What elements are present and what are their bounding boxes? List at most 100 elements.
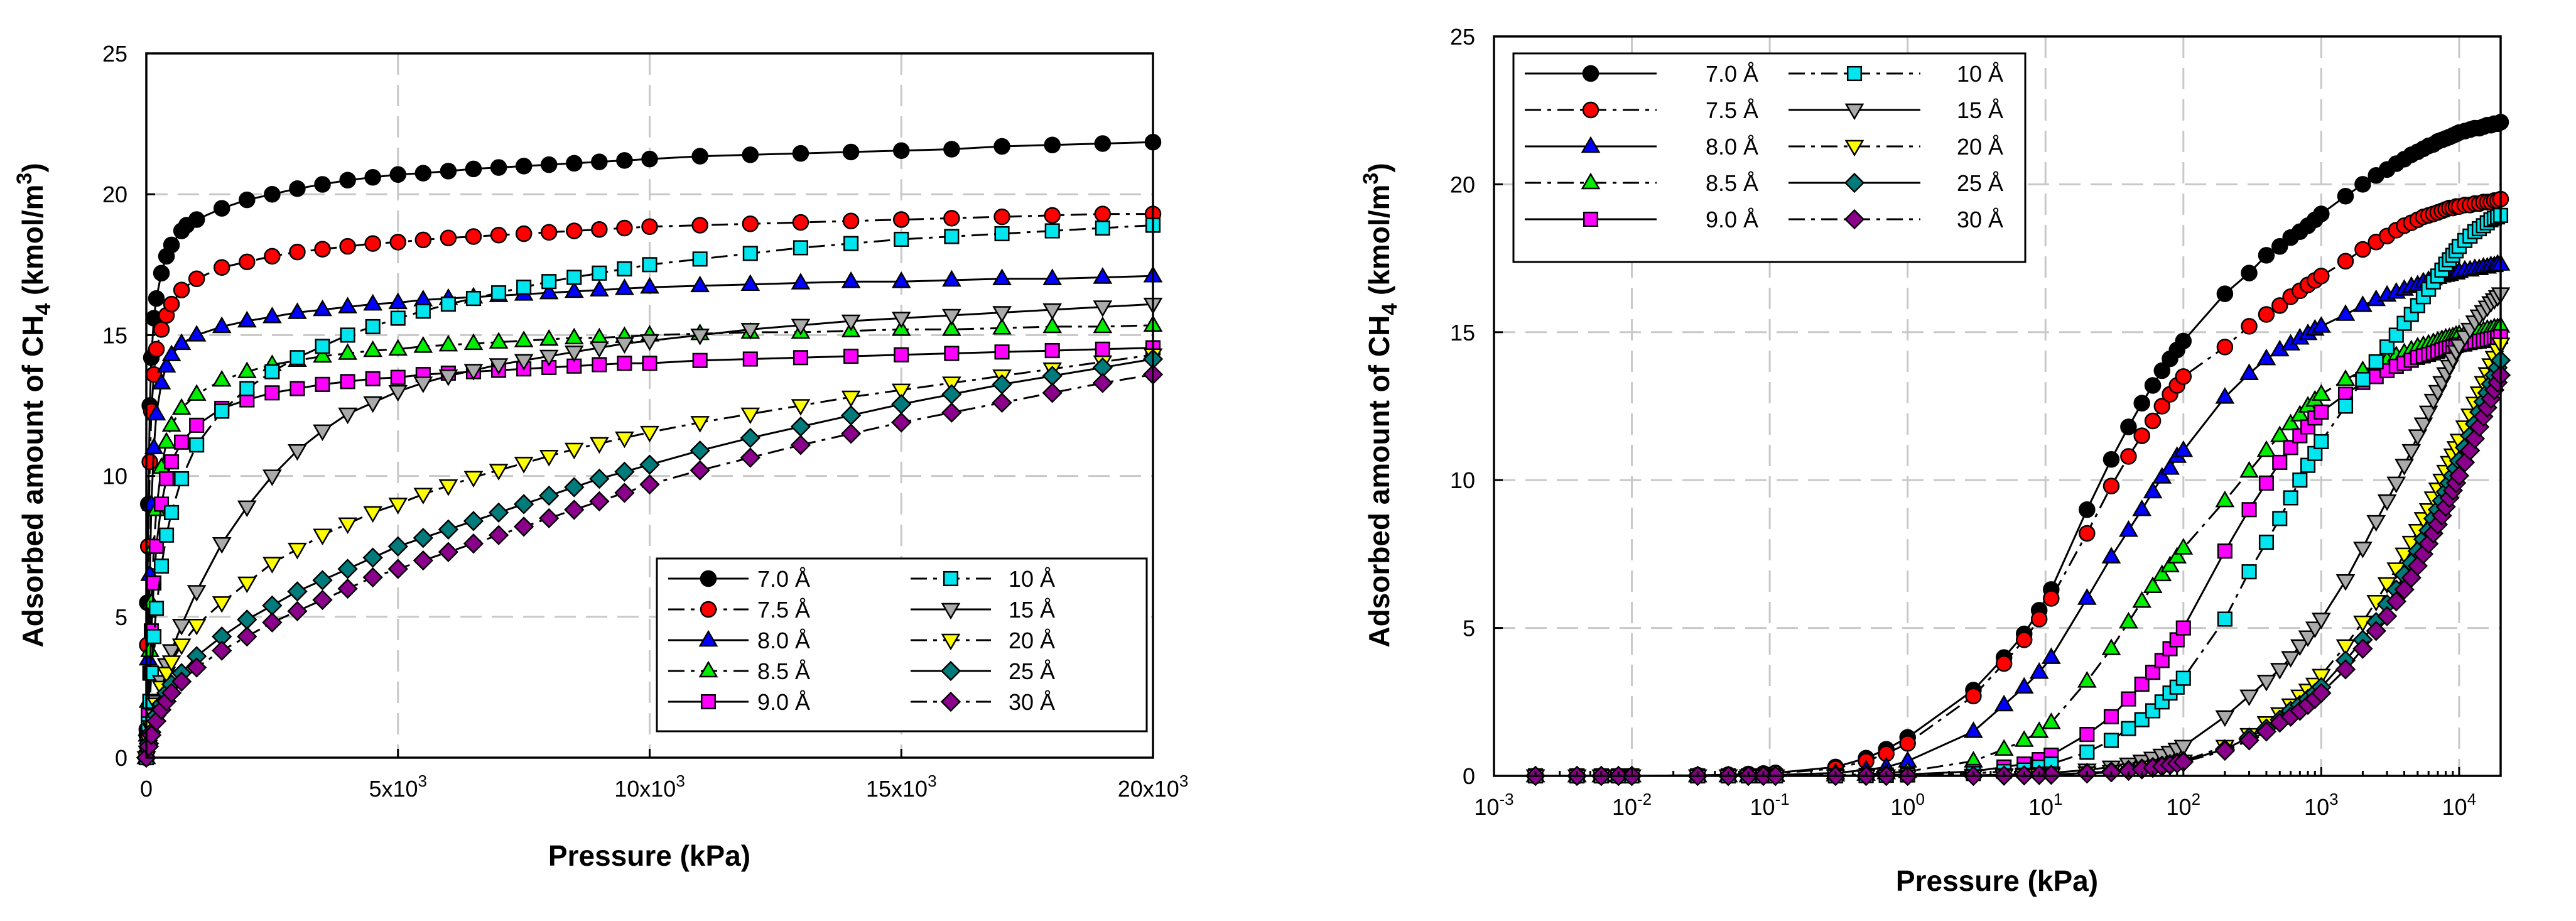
data-point — [338, 407, 357, 425]
legend-item: 15 Å — [1789, 97, 2003, 123]
data-point — [337, 578, 358, 599]
data-point — [691, 217, 708, 234]
data-point — [791, 319, 811, 336]
data-point — [1095, 341, 1110, 357]
data-point — [174, 471, 190, 487]
data-point — [2270, 663, 2290, 680]
data-point — [2337, 253, 2354, 270]
data-point — [2353, 615, 2373, 633]
data-point — [314, 241, 331, 258]
legend-label: 15 Å — [1009, 597, 1055, 623]
data-point — [541, 274, 557, 290]
data-point — [363, 396, 383, 413]
legend-label: 7.5 Å — [1706, 97, 1758, 123]
data-point — [389, 234, 406, 251]
data-point — [2256, 440, 2276, 457]
data-point — [363, 340, 383, 357]
data-point — [2160, 458, 2180, 475]
data-point — [2258, 247, 2275, 264]
data-point — [2337, 398, 2354, 414]
data-point — [313, 424, 332, 442]
data-point — [615, 278, 634, 295]
data-point — [840, 405, 862, 426]
data-point — [148, 290, 165, 307]
data-point — [616, 152, 633, 169]
data-point — [365, 371, 381, 386]
y-tick-label: 15 — [102, 322, 127, 348]
data-point — [313, 299, 332, 317]
data-point — [2241, 502, 2257, 518]
legend-item: 8.5 Å — [668, 658, 810, 684]
series-8-0A — [1525, 254, 2511, 783]
data-point — [893, 211, 910, 228]
data-point — [691, 148, 708, 165]
legend-item: 9.0 Å — [1525, 207, 1758, 232]
data-point — [288, 542, 307, 560]
data-point — [153, 264, 170, 282]
data-point — [290, 381, 305, 396]
data-point — [2121, 691, 2136, 707]
data-point — [2030, 611, 2048, 628]
legend-label: 10 Å — [1009, 566, 1055, 592]
legend-label: 25 Å — [1009, 658, 1055, 684]
legend-item: 25 Å — [1789, 170, 2003, 196]
data-point — [843, 236, 859, 251]
left-legend: 7.0 Å 7.5 Å 8.0 Å 8.5 Å 9.0 Å 10 Å 15 Å 20 Å 25 … — [656, 557, 1148, 733]
data-point — [2283, 440, 2298, 455]
data-point — [2395, 459, 2414, 476]
data-point — [141, 453, 158, 471]
data-point — [539, 349, 559, 367]
data-point — [742, 215, 759, 232]
data-point — [2386, 476, 2406, 494]
legend-marker — [1582, 65, 1599, 82]
legend-marker — [698, 660, 718, 678]
data-point — [2160, 555, 2180, 572]
data-point — [993, 138, 1010, 155]
data-point — [2377, 494, 2397, 511]
data-point — [2401, 444, 2422, 461]
data-point — [740, 447, 760, 468]
data-point — [490, 159, 507, 176]
data-point — [2313, 268, 2330, 285]
data-point — [2119, 520, 2138, 537]
data-point — [1044, 136, 1061, 153]
legend-item: 30 Å — [911, 689, 1055, 715]
data-point — [2354, 176, 2371, 193]
series-20A — [1525, 337, 2511, 787]
data-point — [514, 354, 534, 371]
legend-label: 7.0 Å — [1706, 61, 1758, 87]
data-point — [2102, 477, 2120, 494]
x-tick-label: 102 — [2167, 790, 2201, 820]
right-plot-frame — [1493, 35, 2502, 777]
right-axis-ticks: 0 5 10 15 20 25 10-3 10-2 10-1 100 101 102 103 104 — [1450, 24, 2502, 820]
data-point — [2241, 264, 2258, 281]
data-point — [2376, 606, 2398, 626]
data-point — [993, 208, 1010, 226]
data-point — [213, 200, 230, 217]
data-point — [1899, 734, 1916, 752]
data-point — [564, 327, 584, 345]
data-point — [288, 444, 307, 461]
data-point — [2256, 348, 2276, 366]
data-point — [2353, 295, 2373, 312]
data-point — [2311, 613, 2331, 629]
data-point — [237, 361, 257, 378]
data-point — [566, 155, 583, 172]
series-line — [145, 275, 1154, 758]
data-point — [2079, 744, 2095, 760]
data-point — [566, 270, 582, 285]
data-point — [589, 437, 609, 454]
data-point — [2132, 591, 2152, 608]
data-point — [144, 437, 164, 455]
data-point — [262, 469, 282, 486]
data-point — [390, 310, 406, 326]
data-point — [1094, 205, 1112, 222]
legend-label: 7.5 Å — [757, 597, 810, 623]
data-point — [2132, 499, 2152, 516]
legend-marker — [943, 570, 959, 587]
data-point — [488, 525, 509, 545]
data-point — [289, 243, 306, 261]
data-point — [2173, 739, 2194, 757]
data-point — [1092, 373, 1113, 393]
data-point — [891, 383, 911, 401]
